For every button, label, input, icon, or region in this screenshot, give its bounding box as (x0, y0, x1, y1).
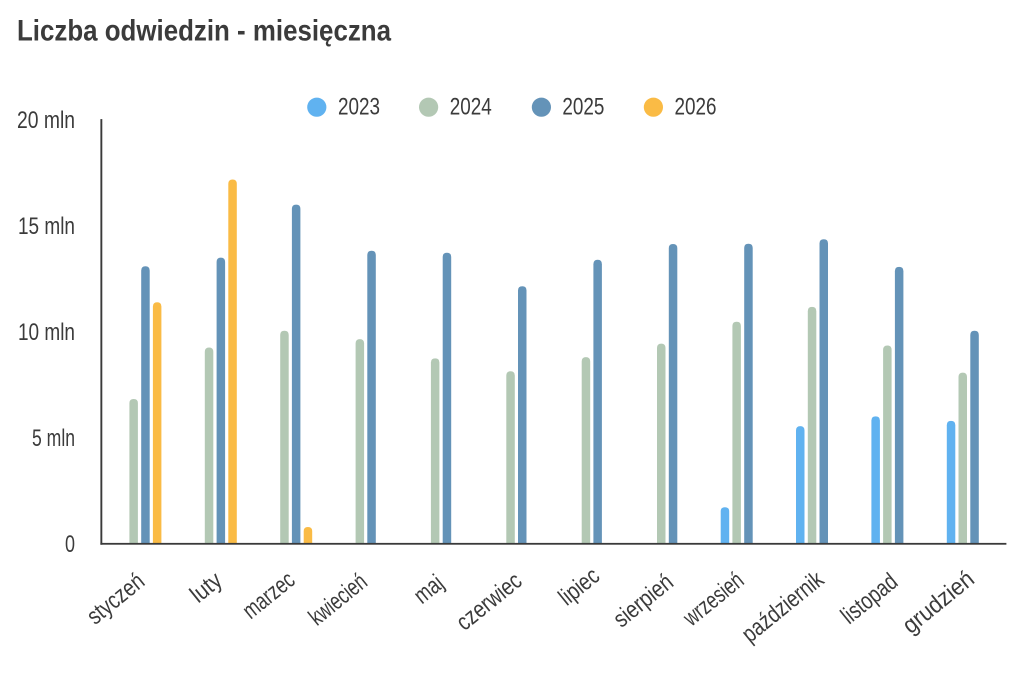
svg-text:2024: 2024 (450, 94, 492, 121)
svg-text:Liczba odwiedzin - miesięczna: Liczba odwiedzin - miesięczna (17, 15, 391, 48)
svg-text:0: 0 (65, 531, 75, 558)
svg-text:5 mln: 5 mln (32, 425, 75, 452)
svg-text:15 mln: 15 mln (18, 213, 75, 240)
svg-text:10 mln: 10 mln (18, 319, 75, 346)
svg-text:2023: 2023 (338, 94, 380, 121)
svg-text:2025: 2025 (562, 94, 604, 121)
svg-text:2026: 2026 (675, 94, 717, 121)
svg-text:20 mln: 20 mln (17, 107, 75, 134)
